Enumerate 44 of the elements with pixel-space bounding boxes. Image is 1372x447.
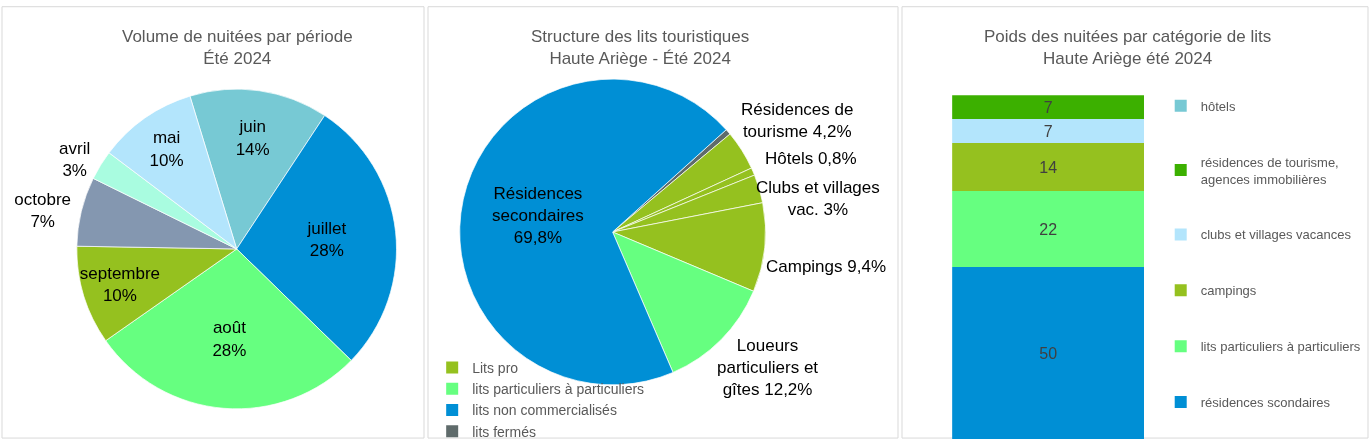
slice-label: juin [238,117,266,137]
slice-label: Résidences secondaires [492,184,584,226]
data-label: 10% [102,286,137,306]
slice-label: Loueurs particuliers et gîtes 12,2% [717,336,819,400]
slice-label: Clubs et villages vac. 3% [756,178,880,220]
data-label: 28% [309,240,344,260]
slice-label: juillet [306,218,347,238]
data-label: 3% [62,161,87,181]
legend-label: résidences scondaires [1200,395,1331,411]
slice-label: Hôtels 0,8% [765,149,857,168]
data-label: 10% [149,150,184,170]
slice-label: septembre [79,264,161,284]
bar [952,95,1145,120]
data-label: 22 [1039,220,1058,238]
data-label: 69,8% [513,228,563,248]
bar [952,191,1145,268]
legend-label: clubs et villages vacances [1200,227,1352,243]
text: lits non commercialisés [472,402,617,419]
data-label: 7 [1043,98,1053,116]
data-label: 7% [30,211,55,231]
data-label: 50 [1039,344,1058,362]
data-label: 28% [212,340,247,360]
text: lits fermés [472,423,536,440]
text: lits particuliers à particuliers [472,381,645,398]
bar [952,119,1145,144]
legend-label: résidences de tourisme, agences immobilières [1200,154,1339,187]
data-label: 14 [1039,158,1058,176]
slice-label: mai [152,128,181,148]
slice-label: octobre [14,189,72,209]
legend-label: lits particuliers à particuliers [1200,339,1361,355]
chart-title: Structure des lits touristiques Haute Ariège - Été 2024 [531,27,750,69]
legend-label: campings [1200,283,1257,299]
bar [952,267,1145,439]
chart-title: Poids des nuitées par catégorie de lits Haute Ariège été 2024 [984,27,1272,69]
text: Lits pro [472,360,519,377]
bar [952,143,1145,192]
slice-label: Résidences de tourisme 4,2% [741,100,854,142]
data-label: 7 [1043,122,1053,140]
legend-label: hôtels [1200,98,1236,114]
slice-label: avril [59,139,91,159]
slice-label: août [212,318,247,338]
chart-title: Volume de nuitées par période Été 2024 [122,27,353,69]
data-label: 14% [235,139,270,159]
slice-label: Campings 9,4% [766,257,887,276]
